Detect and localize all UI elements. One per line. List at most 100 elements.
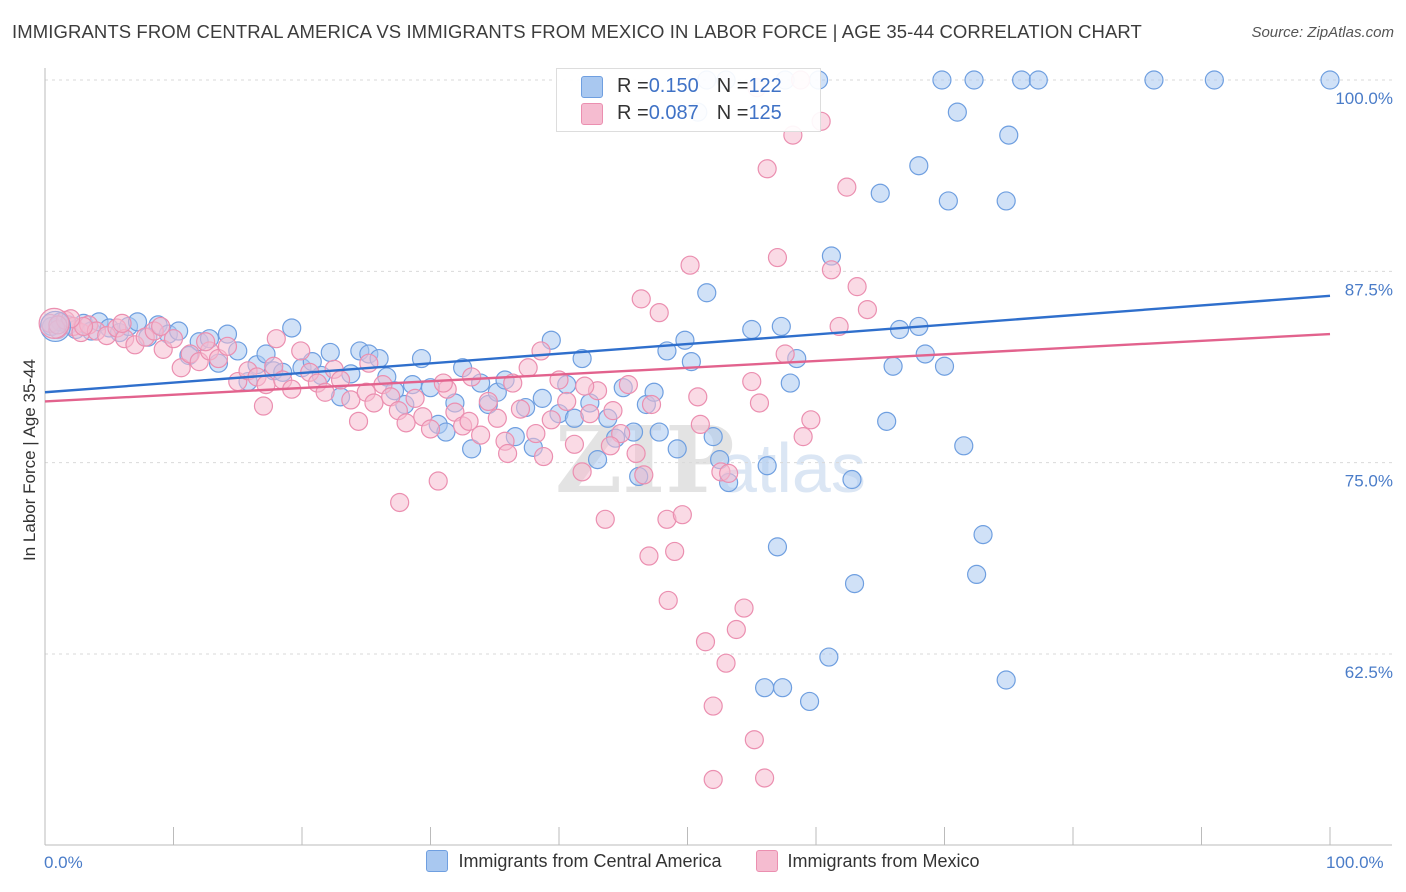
point-mexico <box>754 768 775 788</box>
stats-row-central-america: R = 0.150 N = 122 <box>581 75 782 98</box>
point-central-america <box>1011 70 1032 90</box>
point-mexico <box>767 247 788 268</box>
source-label: Source: ZipAtlas.com <box>1251 24 1394 41</box>
point-mexico <box>510 399 531 419</box>
point-mexico <box>626 443 646 464</box>
point-central-america <box>799 691 820 712</box>
stats-n-value: 125 <box>748 102 782 124</box>
x-tick-max: 100.0% <box>1326 853 1384 872</box>
point-mexico <box>503 373 523 393</box>
point-mexico <box>757 159 777 179</box>
point-mexico <box>572 462 592 482</box>
point-mexico <box>348 411 369 431</box>
point-mexico <box>459 411 479 431</box>
point-central-america <box>996 191 1016 211</box>
point-mexico <box>163 329 184 349</box>
point-central-america <box>697 283 717 303</box>
point-central-america <box>947 102 967 122</box>
chart-title: IMMIGRANTS FROM CENTRAL AMERICA VS IMMIG… <box>12 21 1142 42</box>
point-mexico <box>291 341 311 361</box>
point-mexico <box>719 463 739 483</box>
stats-r-value: 0.150 <box>648 75 699 97</box>
stats-row-mexico: R = 0.087 N = 125 <box>581 102 782 125</box>
point-mexico <box>564 434 585 454</box>
point-mexico <box>641 394 662 415</box>
point-mexico <box>390 492 410 513</box>
point-mexico <box>726 619 746 640</box>
point-mexico <box>364 393 384 413</box>
point-central-america <box>742 319 762 340</box>
point-mexico <box>171 358 191 378</box>
point-mexico <box>829 316 849 337</box>
point-mexico <box>634 465 654 485</box>
point-mexico <box>744 730 764 750</box>
point-mexico <box>639 546 659 566</box>
point-mexico <box>688 387 708 407</box>
point-central-america <box>532 388 552 408</box>
bottom-legend: Immigrants from Central America Immigran… <box>0 850 1406 872</box>
point-central-america <box>572 348 592 369</box>
y-tick-label: 100.0% <box>1335 89 1393 108</box>
point-mexico <box>847 277 867 297</box>
point-central-america <box>967 564 987 585</box>
point-central-america <box>282 318 302 338</box>
point-central-america <box>844 573 865 594</box>
point-central-america <box>772 678 793 698</box>
stats-n-label: N = <box>716 102 749 124</box>
point-central-america <box>1144 70 1164 90</box>
point-central-america <box>436 422 456 442</box>
point-mexico <box>857 300 878 320</box>
trend-line-mexico <box>44 332 1331 403</box>
point-mexico <box>557 391 577 412</box>
point-central-america <box>771 316 791 337</box>
point-mexico <box>196 332 216 352</box>
point-central-america <box>1028 70 1048 90</box>
point-mexico <box>793 427 813 447</box>
stats-swatch-pink <box>581 102 603 125</box>
point-central-america <box>996 670 1016 690</box>
point-mexico <box>595 509 615 529</box>
point-mexico <box>526 423 546 444</box>
stats-r-label: R = <box>617 102 649 124</box>
point-central-america <box>964 70 984 90</box>
stats-r-label: R = <box>617 75 649 97</box>
point-mexico <box>658 590 678 611</box>
point-mexico <box>253 396 274 416</box>
point-mexico <box>487 408 507 428</box>
point-central-america <box>973 525 993 545</box>
point-mexico <box>531 341 551 361</box>
point-mexico <box>217 336 238 356</box>
point-mexico <box>631 289 651 309</box>
point-central-america <box>1320 70 1340 90</box>
legend-item-mexico[interactable]: Immigrants from Mexico <box>755 850 980 872</box>
point-central-america <box>754 678 775 698</box>
trend-line-central-america <box>44 294 1331 394</box>
y-tick-label: 87.5% <box>1345 280 1393 299</box>
point-mexico <box>478 391 498 412</box>
point-mexico <box>611 423 631 444</box>
legend-item-central-america[interactable]: Immigrants from Central America <box>426 850 722 872</box>
legend-label-mexico: Immigrants from Mexico <box>787 850 980 871</box>
legend-label-central-america: Immigrants from Central America <box>458 850 722 871</box>
point-central-america <box>909 156 929 176</box>
point-central-america <box>667 439 687 459</box>
point-central-america <box>934 356 955 376</box>
point-mexico <box>600 436 621 456</box>
x-tick-min: 0.0% <box>44 853 83 872</box>
point-mexico <box>618 375 638 395</box>
point-mexico <box>533 446 554 467</box>
legend-swatch-pink <box>755 850 778 872</box>
point-mexico <box>672 505 692 525</box>
point-central-america <box>757 456 777 476</box>
point-mexico <box>690 414 710 434</box>
point-mexico <box>821 260 842 280</box>
point-central-america <box>938 191 958 211</box>
point-mexico <box>396 413 416 433</box>
point-central-america <box>649 422 669 442</box>
point-central-america <box>877 411 897 431</box>
y-tick-label: 62.5% <box>1345 663 1393 682</box>
point-central-america <box>587 450 608 470</box>
point-mexico <box>341 390 361 410</box>
point-central-america <box>780 373 800 393</box>
